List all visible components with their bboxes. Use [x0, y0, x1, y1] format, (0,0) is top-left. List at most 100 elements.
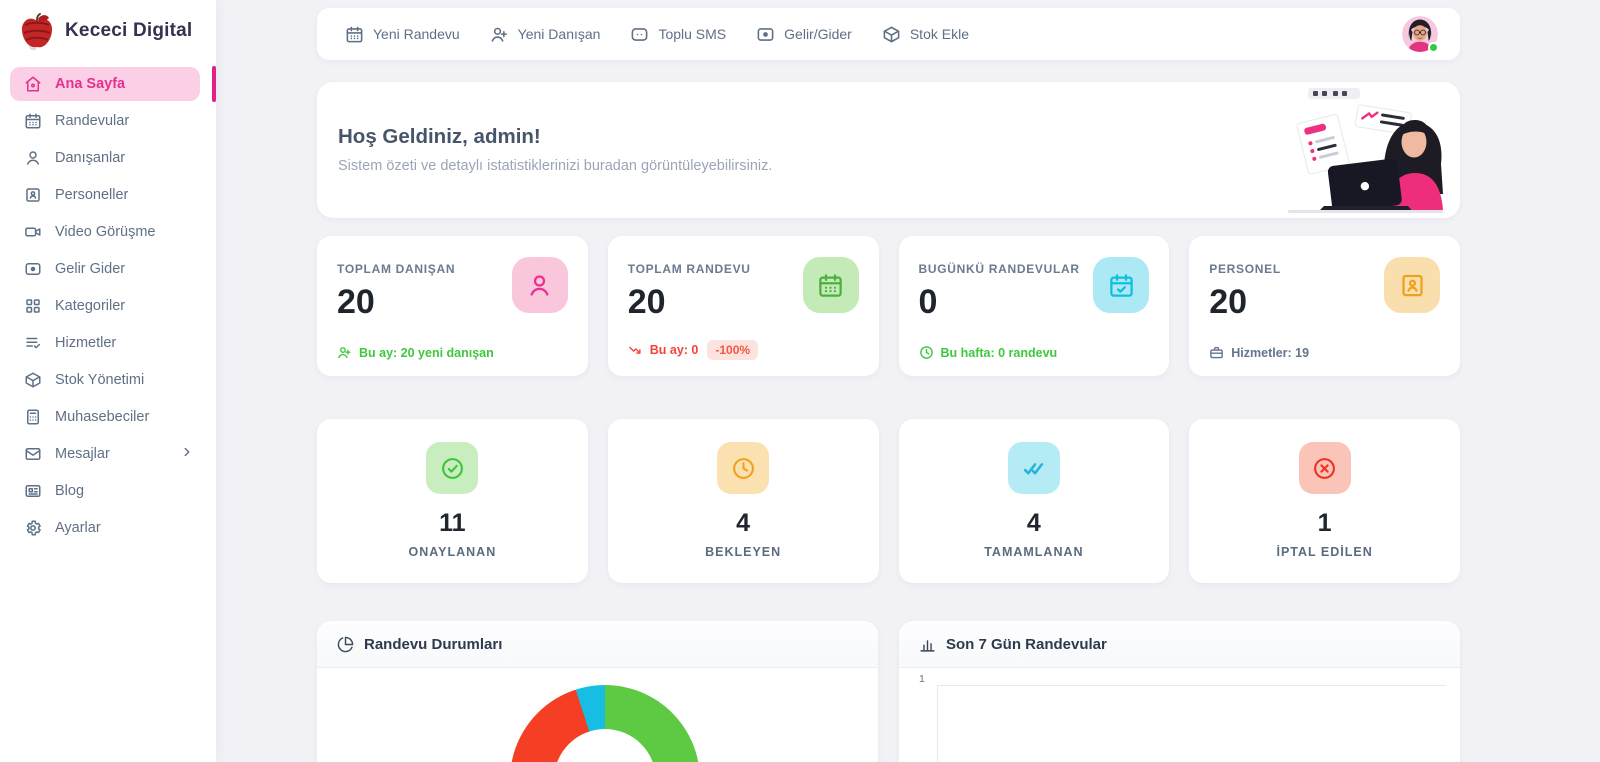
stat-footer-text: Bu ay: 0	[649, 343, 699, 357]
topbar-action-label: Yeni Danışan	[517, 26, 601, 42]
sidebar-item-label: Blog	[55, 483, 85, 499]
sidebar-item-hizmetler[interactable]: Hizmetler	[10, 326, 200, 360]
sidebar-item-stok-yonetimi[interactable]: Stok Yönetimi	[10, 363, 200, 397]
stat-footer: Bu ay: 20 yeni danışan	[337, 345, 494, 360]
stat-footer: Hizmetler: 19	[1209, 345, 1309, 360]
appointment-status-chart-card: Randevu Durumları	[317, 621, 878, 762]
user-icon	[27, 151, 39, 165]
calendar-icon	[25, 113, 41, 129]
bulk-sms-button[interactable]: Toplu SMS	[630, 25, 726, 44]
topbar-actions: Yeni Randevu Yeni Danışan Toplu SMS Geli…	[345, 25, 969, 44]
calendar-icon	[346, 26, 363, 42]
stat-label: BUGÜNKÜ RANDEVULAR	[918, 262, 1080, 276]
check-circle-icon	[426, 442, 479, 494]
sidebar-menu: Ana Sayfa Randevular Danışanlar Personel…	[0, 65, 216, 545]
status-label: ONAYLANAN	[408, 545, 497, 559]
topbar: Yeni Randevu Yeni Danışan Toplu SMS Geli…	[317, 8, 1460, 60]
y-axis-line	[937, 685, 938, 762]
home-icon	[25, 76, 41, 92]
stat-footer: Bu ay: 0 -100%	[628, 340, 759, 360]
stat-card-toplam-randevu: TOPLAM RANDEVU 20 Bu ay: 0 -100%	[607, 236, 879, 376]
status-label: TAMAMLANAN	[984, 545, 1084, 559]
status-value: 11	[439, 509, 466, 537]
gear-icon	[26, 520, 41, 536]
chevron-right-icon	[180, 445, 194, 463]
mail-icon	[25, 448, 41, 460]
stat-label: TOPLAM DANIŞAN	[337, 262, 456, 276]
income-expense-button[interactable]: Gelir/Gider	[756, 25, 852, 44]
sidebar-item-ana-sayfa[interactable]: Ana Sayfa	[10, 66, 216, 102]
status-value: 4	[736, 509, 751, 537]
sidebar-item-gelir-gider[interactable]: Gelir Gider	[10, 252, 200, 286]
topbar-action-label: Toplu SMS	[658, 26, 727, 42]
sidebar-item-kategoriler[interactable]: Kategoriler	[10, 289, 200, 323]
status-cards-row: 11 ONAYLANAN 4 BEKLEYEN 4 TAMAMLANAN	[317, 419, 1460, 583]
stat-value: 20	[627, 283, 666, 321]
sidebar-item-mesajlar[interactable]: Mesajlar	[10, 437, 200, 471]
clock-icon	[717, 442, 770, 494]
package-icon	[883, 26, 900, 42]
status-label: BEKLEYEN	[705, 545, 782, 559]
list-check-icon	[26, 337, 41, 349]
brand-logo[interactable]: Kececi Digital	[0, 0, 216, 65]
sidebar-item-label: Mesajlar	[55, 446, 110, 462]
stat-label: PERSONEL	[1209, 262, 1281, 276]
sidebar-item-label: Stok Yönetimi	[55, 372, 145, 388]
id-badge-icon	[1384, 257, 1440, 313]
sidebar-item-danisanlar[interactable]: Danışanlar	[10, 141, 200, 175]
add-stock-button[interactable]: Stok Ekle	[882, 25, 969, 44]
status-card-tamamlanan: 4 TAMAMLANAN	[898, 419, 1170, 583]
apple-logo-icon	[21, 13, 53, 51]
status-card-onaylanan: 11 ONAYLANAN	[317, 419, 588, 583]
sidebar-item-randevular[interactable]: Randevular	[10, 104, 200, 138]
stat-footer-text: Hizmetler: 19	[1231, 345, 1310, 360]
last-7-days-chart-card: Son 7 Gün Randevular 1	[899, 621, 1460, 762]
sidebar-item-label: Hizmetler	[55, 335, 117, 351]
stat-footer-text: Bu hafta: 0 randevu	[940, 345, 1058, 360]
sidebar-item-label: Ana Sayfa	[55, 76, 126, 92]
id-card-icon	[26, 188, 40, 202]
package-icon	[25, 372, 41, 388]
user-avatar[interactable]	[1402, 16, 1439, 53]
percent-badge: -100%	[707, 340, 759, 360]
stat-footer: Bu hafta: 0 randevu	[919, 345, 1058, 360]
chart-title: Randevu Durumları	[364, 635, 503, 653]
stat-cards-row: TOPLAM DANIŞAN 20 Bu ay: 20 yeni danışan…	[317, 236, 1460, 376]
record-icon	[757, 27, 774, 41]
new-appointment-button[interactable]: Yeni Randevu	[345, 25, 460, 44]
sidebar-item-video-gorusme[interactable]: Video Görüşme	[10, 215, 200, 249]
status-label: İPTAL EDİLEN	[1276, 545, 1373, 559]
stat-value: 20	[1209, 283, 1248, 321]
topbar-action-label: Yeni Randevu	[373, 26, 460, 42]
online-status-dot	[1428, 42, 1439, 53]
stat-card-toplam-danisan: TOPLAM DANIŞAN 20 Bu ay: 20 yeni danışan	[317, 236, 588, 376]
stat-value: 20	[337, 283, 375, 321]
welcome-banner: Hoş Geldiniz, admin! Sistem özeti ve det…	[317, 82, 1460, 218]
user-icon	[511, 257, 568, 313]
welcome-subtitle: Sistem özeti ve detaylı istatistiklerini…	[338, 158, 773, 174]
sidebar-item-ayarlar[interactable]: Ayarlar	[10, 511, 200, 545]
charts-row: Randevu Durumları Son 7 Gün Randevular 1	[317, 621, 1460, 762]
sidebar-item-personeller[interactable]: Personeller	[10, 178, 200, 212]
sidebar-item-label: Ayarlar	[55, 520, 101, 536]
donut-chart-area	[317, 668, 878, 762]
status-value: 1	[1317, 509, 1332, 537]
new-client-button[interactable]: Yeni Danışan	[490, 25, 601, 44]
calendar-check-icon	[1093, 257, 1150, 313]
calculator-icon	[27, 409, 39, 425]
stat-card-bugunku-randevular: BUGÜNKÜ RANDEVULAR 0 Bu hafta: 0 randevu	[898, 236, 1170, 376]
briefcase-icon	[1210, 346, 1224, 359]
welcome-illustration	[1288, 88, 1443, 213]
sidebar-item-label: Personeller	[55, 187, 129, 203]
topbar-action-label: Gelir/Gider	[784, 26, 852, 42]
status-card-bekleyen: 4 BEKLEYEN	[607, 419, 879, 583]
pie-chart-icon	[337, 636, 354, 652]
sidebar: Kececi Digital Ana Sayfa Randevular Danı…	[0, 0, 216, 762]
chart-header: Son 7 Gün Randevular	[899, 621, 1460, 668]
sidebar-item-blog[interactable]: Blog	[10, 474, 200, 508]
sidebar-item-muhasebeciler[interactable]: Muhasebeciler	[10, 400, 200, 434]
x-circle-icon	[1298, 442, 1351, 494]
chart-title: Son 7 Gün Randevular	[946, 635, 1107, 653]
sidebar-item-label: Danışanlar	[55, 150, 126, 166]
bar-chart-icon	[920, 639, 935, 652]
